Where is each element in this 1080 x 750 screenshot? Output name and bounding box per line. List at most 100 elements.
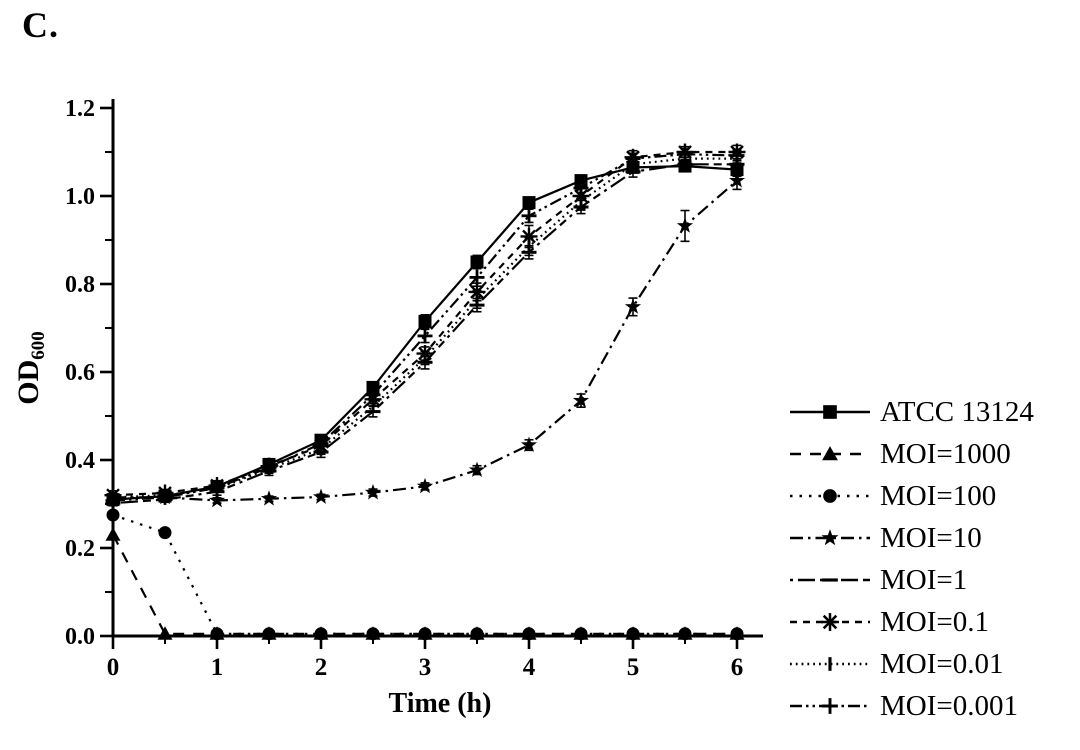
series-lines <box>108 144 742 635</box>
square-marker <box>522 196 536 210</box>
y-tick-label: 1.0 <box>65 184 95 210</box>
legend-label: MOI=100 <box>880 479 997 512</box>
x-tick-label: 0 <box>107 654 120 681</box>
legend-swatch-vbar <box>790 657 870 671</box>
legend-item-moi-100: MOI=100 <box>788 475 1034 517</box>
legend-swatch-asterisk <box>790 613 870 631</box>
triangle-marker <box>365 626 381 640</box>
triangle-marker <box>417 626 433 640</box>
legend-label: MOI=10 <box>880 521 982 554</box>
star-marker <box>364 484 382 500</box>
legend-swatch-circle <box>790 489 870 503</box>
legend-label: MOI=1000 <box>880 437 1011 470</box>
legend-swatch-triangle <box>790 446 870 461</box>
legend-swatch-plus <box>790 698 870 714</box>
legend-item-moi-0.1: MOI=0.1 <box>788 601 1034 643</box>
x-tick-label: 4 <box>523 654 536 681</box>
legend-item-atcc-13124: ATCC 13124 <box>788 391 1034 433</box>
square-marker <box>823 405 837 419</box>
triangle-marker <box>313 626 329 640</box>
legend-label: MOI=0.1 <box>880 605 989 638</box>
asterisk-marker <box>468 283 486 301</box>
legend-item-moi-1000: MOI=1000 <box>788 433 1034 475</box>
y-tick-label: 0.0 <box>65 624 95 650</box>
asterisk-marker <box>416 345 434 363</box>
x-tick-label: 5 <box>627 654 640 681</box>
star-marker <box>260 490 278 506</box>
square-marker <box>366 380 380 394</box>
square-marker <box>574 174 588 188</box>
growth-curve-chart: 0 1 2 3 4 5 6 0.0 0.2 0.4 0.6 0.8 1.0 1.2 Time (h) OD60… <box>12 96 763 719</box>
legend-swatch-square <box>790 405 870 419</box>
x-tick-label: 3 <box>419 654 432 681</box>
star-marker <box>416 477 434 494</box>
asterisk-marker <box>572 187 590 205</box>
y-tick-label: 0.4 <box>65 448 95 474</box>
triangle-marker <box>625 626 641 640</box>
star-marker <box>312 488 330 504</box>
legend-label: ATCC 13124 <box>880 395 1034 428</box>
legend-item-moi-0.01: MOI=0.01 <box>788 643 1034 685</box>
plus-marker <box>417 328 433 344</box>
legend-swatch-dash <box>790 578 870 582</box>
legend-label: MOI=0.001 <box>880 689 1018 722</box>
star-marker <box>676 217 694 233</box>
star-marker <box>624 298 642 314</box>
circle-marker <box>823 489 837 503</box>
series-markers <box>104 143 746 641</box>
square-marker <box>678 159 692 173</box>
legend-swatch-star <box>790 529 870 546</box>
star-marker <box>520 436 538 452</box>
triangle-marker <box>209 626 225 640</box>
triangle-marker <box>729 626 745 640</box>
square-marker <box>470 255 484 269</box>
plus-marker <box>822 698 838 714</box>
legend-label: MOI=0.01 <box>880 647 1004 680</box>
square-marker <box>418 314 432 328</box>
plus-marker <box>469 269 485 285</box>
axes <box>111 99 763 638</box>
square-marker <box>730 163 744 177</box>
legend-item-moi-1: MOI=1 <box>788 559 1034 601</box>
y-axis-ticks: 0.0 0.2 0.4 0.6 0.8 1.0 1.2 <box>65 96 113 650</box>
square-marker <box>210 479 224 493</box>
y-tick-label: 0.8 <box>65 272 95 298</box>
square-marker <box>158 489 172 503</box>
asterisk-marker <box>728 143 746 161</box>
triangle-marker <box>469 626 485 640</box>
star-marker <box>821 529 839 546</box>
legend-item-moi-0.001: MOI=0.001 <box>788 685 1034 727</box>
triangle-marker <box>822 446 838 461</box>
square-marker <box>314 433 328 447</box>
square-marker <box>626 160 640 174</box>
chart-legend: ATCC 13124 MOI=1000 MOI=100 MOI=10 MOI=1 MOI=… <box>788 391 1034 727</box>
x-tick-label: 1 <box>211 654 224 681</box>
circle-marker <box>106 508 120 522</box>
series-line-moi-100 <box>112 513 737 635</box>
triangle-marker <box>157 626 173 640</box>
x-tick-label: 2 <box>315 654 328 681</box>
triangle-marker <box>261 626 277 640</box>
series-line-moi-1000 <box>112 534 737 635</box>
star-marker <box>728 172 746 188</box>
triangle-marker <box>521 626 537 640</box>
y-axis-title: OD600 <box>12 331 49 405</box>
triangle-marker <box>677 626 693 640</box>
x-tick-label: 6 <box>731 654 744 681</box>
y-tick-label: 0.6 <box>65 360 95 386</box>
legend-item-moi-10: MOI=10 <box>788 517 1034 559</box>
panel-label: C. <box>22 5 59 45</box>
plus-marker <box>521 208 537 224</box>
x-axis-ticks: 0 1 2 3 4 5 6 <box>107 636 744 681</box>
y-tick-label: 0.2 <box>65 536 95 562</box>
asterisk-marker <box>676 143 694 161</box>
circle-marker <box>158 526 172 540</box>
asterisk-marker <box>821 613 839 631</box>
star-marker <box>572 392 590 408</box>
triangle-marker <box>105 527 121 541</box>
y-tick-label: 1.2 <box>65 96 95 122</box>
triangle-marker <box>573 626 589 640</box>
star-marker <box>208 491 226 508</box>
square-marker <box>262 457 276 471</box>
